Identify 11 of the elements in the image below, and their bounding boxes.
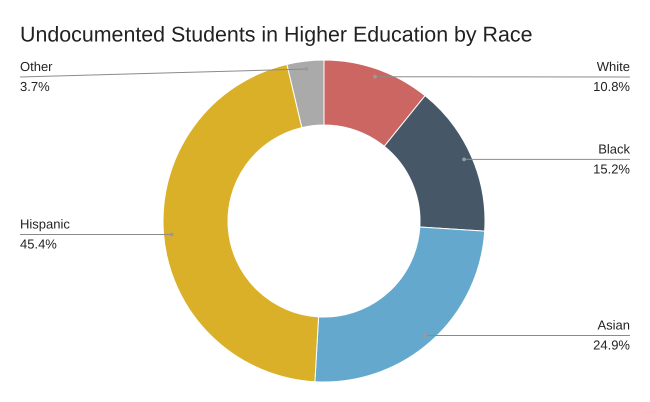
data-label: 45.4%	[20, 236, 58, 252]
slice-label: Hispanic	[20, 216, 70, 232]
slice-label: Asian	[597, 317, 630, 332]
slice-label: Other	[20, 59, 54, 74]
chart-title: Undocumented Students in Higher Education by Race	[20, 22, 532, 47]
data-label: 15.2%	[593, 161, 630, 176]
data-label: 10.8%	[593, 79, 630, 94]
data-label: 24.9%	[593, 337, 630, 352]
slice-label: White	[596, 59, 630, 74]
data-label: 3.7%	[20, 79, 50, 94]
slice-label: Black	[598, 141, 630, 156]
